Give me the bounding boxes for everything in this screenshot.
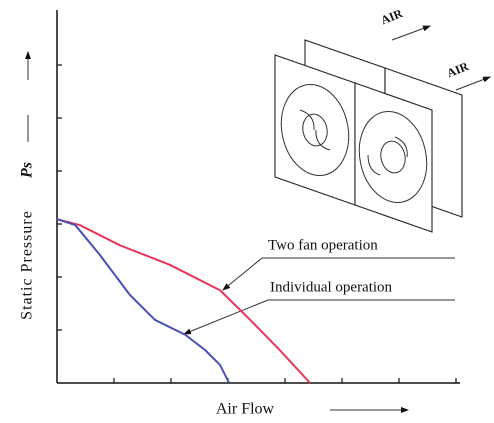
line-series — [56, 218, 231, 384]
y-axis-title: Static Pressure — [19, 210, 36, 320]
series-pointer — [222, 257, 455, 291]
series-pointer — [183, 299, 455, 335]
fan-illustration — [274, 39, 463, 233]
line-series — [56, 218, 311, 384]
series-label: Individual operation — [270, 279, 393, 295]
air-label: AIR — [445, 59, 471, 80]
x-axis-title: Air Flow — [216, 401, 275, 418]
series-label: Two fan operation — [268, 237, 378, 253]
air-arrow — [455, 76, 491, 91]
air-label: AIR — [379, 6, 405, 27]
y-axis-symbol: Ps — [19, 162, 36, 179]
air-arrow — [391, 25, 431, 41]
